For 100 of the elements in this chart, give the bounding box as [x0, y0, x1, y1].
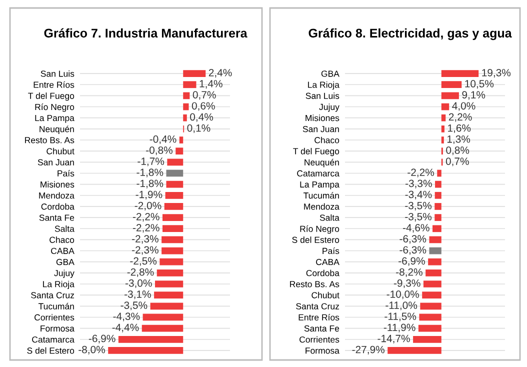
- data-label: 0,1%: [187, 124, 210, 133]
- data-label: 1,6%: [448, 124, 471, 133]
- y-tick-label: Misiones: [306, 114, 340, 122]
- bar: [183, 81, 196, 88]
- bar: [183, 103, 189, 110]
- bar: [166, 170, 184, 177]
- bar: [164, 203, 184, 210]
- data-label: -2,0%: [134, 202, 162, 210]
- data-label: 2,2%: [448, 113, 472, 122]
- data-label: -4,6%: [402, 224, 430, 233]
- bar: [142, 324, 184, 332]
- data-label: -2,8%: [127, 268, 154, 277]
- y-tick-label: CABA: [316, 258, 340, 266]
- data-label: -2,3%: [132, 246, 158, 255]
- data-label: 10,5%: [465, 80, 494, 89]
- data-label: -10,0%: [386, 290, 419, 300]
- data-label: -14,7%: [378, 334, 410, 344]
- data-label: 0,7%: [446, 158, 469, 166]
- y-tick-label: Formosa: [306, 348, 340, 354]
- data-label: -6,3%: [400, 246, 426, 255]
- data-label: -3,1%: [124, 290, 151, 300]
- y-tick-label: Neuquén: [304, 158, 339, 168]
- y-tick-label: Río Negro: [35, 104, 74, 112]
- y-tick-label: Tucumán: [304, 192, 339, 199]
- data-label: -1,8%: [136, 180, 164, 188]
- bar: [422, 292, 442, 299]
- y-tick-label: Chaco: [50, 236, 74, 243]
- bar: [162, 214, 184, 221]
- data-label: -2,3%: [132, 235, 158, 244]
- data-label: -2,2%: [132, 224, 160, 233]
- y-tick-label: Santa Cruz: [31, 292, 74, 298]
- data-label: 9,1%: [462, 91, 486, 100]
- data-label: -3,4%: [405, 190, 432, 200]
- y-tick-label: Santa Fe: [39, 214, 74, 221]
- data-label: -0,4%: [150, 135, 176, 144]
- bar: [434, 203, 442, 210]
- y-tick-label: CABA: [51, 248, 74, 254]
- data-label: -8,2%: [396, 268, 422, 277]
- y-tick-label: País: [322, 247, 340, 254]
- y-tick-label: Salta: [54, 225, 74, 232]
- y-tick-label: Chaco: [314, 136, 340, 144]
- bar: [441, 70, 479, 77]
- data-label: -11,9%: [384, 324, 416, 332]
- chart-title: Gráfico 7. Industria Manufacturera: [44, 28, 248, 38]
- data-label: -3,5%: [120, 302, 148, 310]
- data-label: -2,2%: [132, 212, 160, 222]
- bar: [441, 81, 462, 88]
- bar: [183, 114, 187, 122]
- bar: [441, 103, 450, 110]
- y-tick-label: La Rioja: [308, 81, 340, 90]
- y-tick-label: San Juan: [38, 159, 74, 166]
- y-tick-label: Resto Bs. As: [290, 281, 340, 288]
- bar: [162, 247, 184, 254]
- bar: [434, 214, 442, 221]
- bar: [434, 192, 442, 199]
- bar: [432, 225, 442, 232]
- bar: [108, 347, 184, 354]
- data-label: 0,7%: [192, 91, 216, 100]
- chart-title: Gráfico 8. Electricidad, gas y agua: [308, 28, 512, 40]
- data-label: -9,3%: [394, 279, 420, 288]
- y-tick-label: Santa Fe: [304, 325, 340, 332]
- data-label: -1,8%: [136, 168, 164, 178]
- y-tick-label: Tucumán: [38, 302, 74, 310]
- bar: [413, 336, 442, 343]
- y-tick-label: Catamarca: [32, 336, 74, 343]
- data-label: -4,4%: [112, 324, 139, 332]
- y-tick-label: T del Fuego: [293, 148, 340, 156]
- bar: [423, 280, 442, 288]
- y-tick-label: La Pampa: [300, 181, 340, 190]
- y-tick-label: Río Negro: [300, 225, 340, 234]
- data-label: -6,9%: [398, 257, 425, 266]
- bar: [429, 247, 442, 254]
- data-label: -3,3%: [406, 180, 432, 188]
- bar: [156, 269, 184, 276]
- bar: [441, 92, 459, 100]
- bar: [160, 258, 184, 266]
- bar: [155, 280, 184, 288]
- bar: [142, 314, 184, 321]
- data-label: 1,4%: [200, 80, 222, 89]
- data-label: -3,5%: [405, 202, 432, 210]
- bar: [179, 136, 184, 144]
- y-tick-label: Chubut: [312, 292, 340, 298]
- data-label: -3,5%: [405, 212, 432, 222]
- bar: [441, 136, 444, 144]
- y-tick-label: Entre Ríos: [298, 314, 340, 320]
- y-tick-label: GBA: [56, 258, 74, 266]
- bar: [441, 125, 444, 132]
- y-tick-label: Mendoza: [39, 192, 74, 199]
- data-label: 0,8%: [446, 146, 470, 156]
- data-label: 1,3%: [447, 135, 470, 144]
- data-label: 0,6%: [192, 102, 215, 111]
- bar: [150, 302, 184, 310]
- y-tick-label: Misiones: [40, 181, 74, 188]
- bar: [419, 314, 442, 321]
- bar: [154, 292, 184, 299]
- bar: [429, 236, 442, 244]
- data-label: -6,9%: [88, 334, 116, 344]
- bar: [162, 236, 184, 244]
- data-label: -4,3%: [113, 312, 140, 322]
- y-tick-label: T del Fuego: [28, 92, 74, 101]
